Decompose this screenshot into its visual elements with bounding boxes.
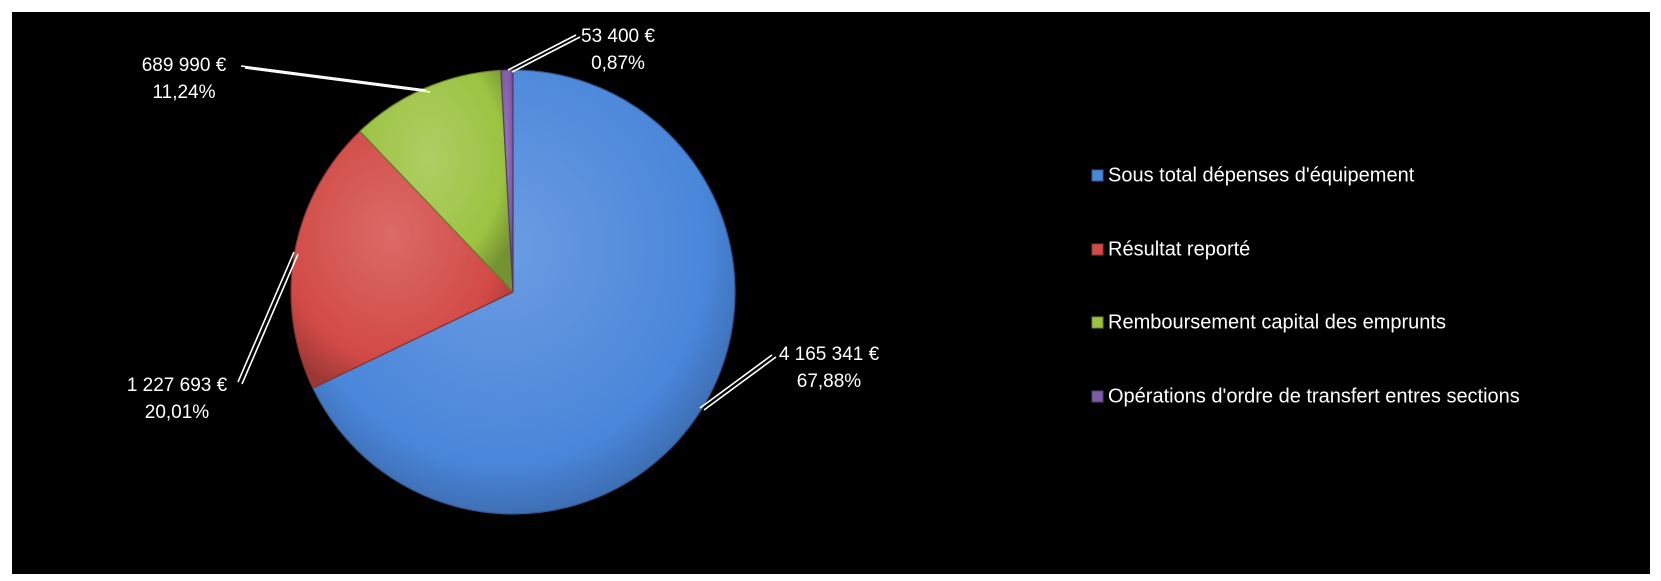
leader-line-1 (699, 354, 773, 409)
leader-line-3 (240, 65, 427, 91)
data-label-percent-3: 11,24% (152, 82, 215, 103)
data-label-percent-2: 20,01% (145, 402, 210, 423)
legend-label-4: Opérations d'ordre de transfert entres s… (1108, 385, 1520, 407)
pie-slice-3 (359, 69, 514, 294)
leader-line-1-outline (703, 356, 777, 411)
leader-line-3-outline (244, 67, 431, 93)
leader-line-4-outline (511, 36, 581, 73)
legend-label-2: Résultat reporté (1108, 238, 1250, 260)
legend-swatch-1 (1091, 169, 1104, 182)
pie-slice-4 (500, 69, 514, 293)
leader-line-2-outline (241, 253, 299, 385)
legend-swatch-2 (1091, 243, 1104, 256)
legend-label-1: Sous total dépenses d'équipement (1108, 164, 1415, 186)
legend-swatch-3 (1091, 316, 1104, 329)
leader-line-2 (237, 251, 295, 383)
data-label-value-4: 53 400 € (581, 26, 655, 47)
pie-slice-2 (290, 130, 515, 389)
data-label-percent-4: 0,87% (591, 53, 645, 74)
legend-swatch-4 (1091, 390, 1104, 403)
data-label-value-3: 689 990 € (142, 55, 227, 76)
legend-label-3: Remboursement capital des emprunts (1108, 311, 1446, 333)
data-label-percent-1: 67,88% (797, 371, 862, 392)
data-label-value-2: 1 227 693 € (127, 375, 228, 396)
data-label-value-1: 4 165 341 € (779, 344, 880, 365)
pie-chart: 4 165 341 € 67,88% 1 227 693 € 20,01% 689 99… (127, 26, 1520, 515)
leader-line-4 (507, 34, 577, 71)
pie-slice-1 (312, 69, 736, 515)
chart-area: 4 165 341 € 67,88% 1 227 693 € 20,01% 689 99… (12, 12, 1650, 574)
